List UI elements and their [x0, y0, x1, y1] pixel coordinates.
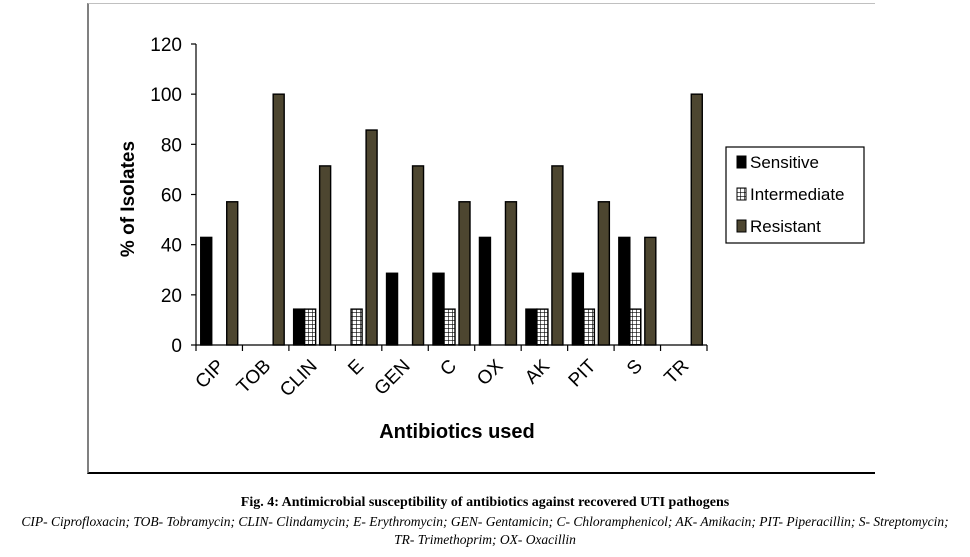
- bar-intermediate-ak: [536, 308, 549, 346]
- bar-sensitive-ak: [525, 308, 538, 346]
- y-tick-label: 20: [161, 286, 182, 307]
- x-axis-label: Antibiotics used: [379, 421, 535, 443]
- bar-intermediate-pit: [582, 308, 596, 346]
- y-tick-label: 60: [161, 186, 182, 207]
- bar-sensitive-s: [618, 236, 631, 346]
- y-axis-label: % of Isolates: [118, 141, 139, 257]
- x-tick-label: TOB: [233, 356, 275, 398]
- x-tick-label: CLIN: [276, 356, 321, 401]
- figure-caption-title: Fig. 4: Antimicrobial susceptibility of …: [240, 495, 730, 510]
- x-tick-label: CIP: [192, 356, 229, 393]
- x-tick-label: S: [623, 356, 647, 380]
- bar-resistant-tob: [272, 93, 285, 346]
- legend-box: [725, 146, 865, 244]
- bar-intermediate-clin: [303, 308, 317, 346]
- y-tick-label: 120: [150, 35, 182, 56]
- bar-intermediate-e: [350, 308, 363, 346]
- bar-resistant-clin: [318, 165, 332, 346]
- bar-sensitive-ox: [478, 236, 492, 346]
- bar-resistant-c: [458, 201, 471, 346]
- bar-sensitive-cip: [200, 236, 213, 346]
- bar-resistant-s: [644, 236, 657, 346]
- y-tick-label: 0: [171, 336, 182, 357]
- legend-swatch-intermediate: [736, 187, 747, 201]
- figure-caption-body: CIP- Ciprofloxacin; TOB- Tobramycin; CLI…: [21, 514, 949, 547]
- legend-label-sensitive: Sensitive: [750, 153, 819, 172]
- legend-label-intermediate: Intermediate: [750, 185, 845, 204]
- bar-sensitive-clin: [292, 308, 306, 346]
- bar-resistant-tr: [690, 93, 703, 346]
- x-tick-label: GEN: [371, 356, 415, 400]
- bar-intermediate-c: [443, 308, 456, 346]
- bar-intermediate-s: [629, 308, 642, 346]
- x-tick-label: C: [436, 356, 461, 381]
- legend-swatch-sensitive: [736, 155, 747, 169]
- bar-resistant-gen: [411, 165, 425, 346]
- y-tick-label: 40: [161, 236, 182, 257]
- legend-label-resistant: Resistant: [750, 217, 821, 236]
- bar-resistant-pit: [597, 201, 611, 346]
- legend: Sensitive Intermediate Resistant: [725, 146, 865, 244]
- bar-resistant-ak: [551, 165, 564, 346]
- bar-sensitive-gen: [385, 272, 399, 346]
- bar-chart: 0 20 40 60 80 100 120 CIP TOB CLIN E GEN C OX AK PIT S TR…: [118, 35, 865, 443]
- bar-sensitive-pit: [571, 272, 585, 346]
- bar-resistant-cip: [226, 201, 239, 346]
- bar-resistant-ox: [504, 201, 518, 346]
- x-tick-label: TR: [661, 356, 694, 389]
- chart-frame: [87, 3, 875, 474]
- x-tick-label: OX: [473, 355, 507, 389]
- x-tick-label: AK: [521, 355, 554, 388]
- y-tick-label: 80: [161, 135, 182, 156]
- bar-resistant-e: [365, 129, 378, 346]
- legend-swatch-resistant: [736, 219, 747, 233]
- bar-sensitive-c: [432, 272, 445, 346]
- x-tick-label: PIT: [565, 355, 601, 391]
- x-tick-label: E: [344, 356, 368, 380]
- y-tick-label: 100: [150, 85, 182, 106]
